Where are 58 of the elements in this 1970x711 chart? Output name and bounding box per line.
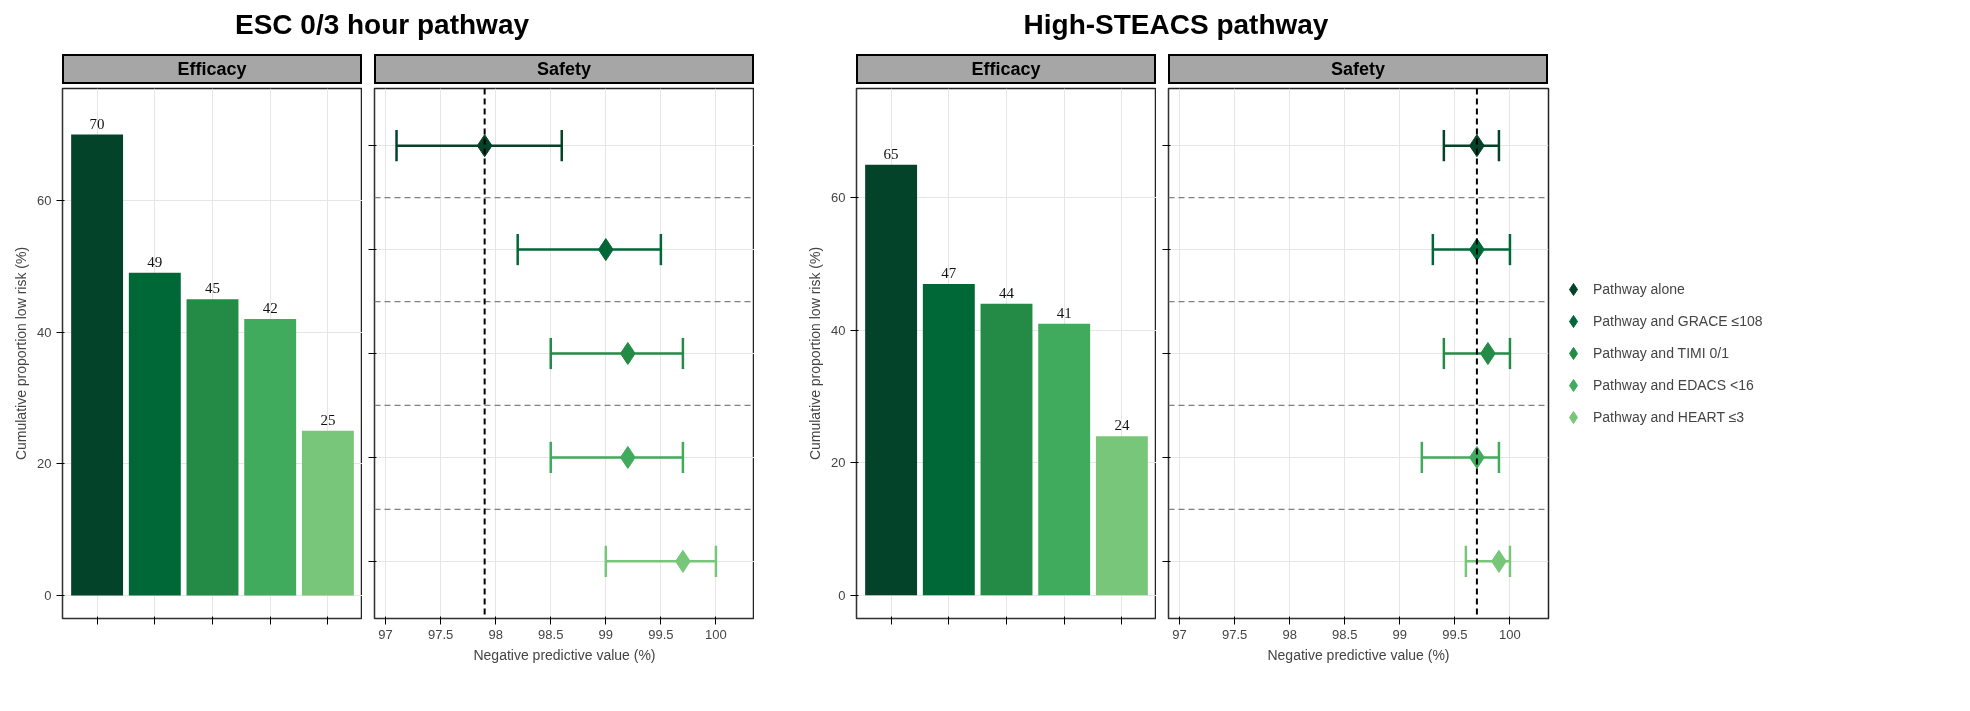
data-label: 65 xyxy=(883,145,899,162)
chart-subtitle: Efficacy xyxy=(971,58,1041,81)
data-label: 42 xyxy=(262,299,278,316)
data-label: 70 xyxy=(89,115,105,132)
chart-subtitle: Efficacy xyxy=(177,58,247,81)
x-tick-label: 97.5 xyxy=(1221,626,1248,642)
y-tick-label: 20 xyxy=(831,455,846,471)
x-tick-label: 97 xyxy=(378,626,393,642)
bar xyxy=(244,318,297,596)
x-tick-label: 97.5 xyxy=(427,626,454,642)
bar xyxy=(1095,436,1148,596)
point xyxy=(597,238,614,262)
legend-label: Pathway and TIMI 0/1 xyxy=(1593,345,1729,361)
bar xyxy=(71,134,124,596)
x-tick-label: 99 xyxy=(598,626,614,642)
y-tick-label: 20 xyxy=(37,456,52,472)
x-axis-title: Negative predictive value (%) xyxy=(473,646,656,663)
bar xyxy=(1038,323,1091,596)
x-tick-label: 98.5 xyxy=(1332,626,1358,642)
bar xyxy=(865,164,918,596)
legend-label: Pathway and HEART ≤3 xyxy=(1593,409,1745,425)
data-label: 24 xyxy=(1114,417,1130,434)
y-axis-title: Cumulative proportion low risk (%) xyxy=(13,246,30,461)
bar xyxy=(980,303,1033,596)
y-tick-label: 40 xyxy=(37,324,52,340)
x-tick-label: 99.5 xyxy=(648,626,674,642)
x-tick-label: 98 xyxy=(1282,626,1297,642)
chart-subtitle: Safety xyxy=(536,58,592,81)
legend-label: Pathway alone xyxy=(1593,281,1685,297)
x-tick-label: 98 xyxy=(488,626,503,642)
x-tick-label: 100 xyxy=(1499,626,1521,642)
data-label: 44 xyxy=(999,284,1015,301)
y-tick-label: 0 xyxy=(838,587,846,603)
y-tick-label: 60 xyxy=(37,192,52,208)
bar xyxy=(922,283,975,596)
data-label: 25 xyxy=(320,411,336,428)
legend-label: Pathway and GRACE ≤108 xyxy=(1593,313,1763,329)
bar xyxy=(301,430,354,596)
y-tick-label: 40 xyxy=(831,322,846,338)
y-axis-title: Cumulative proportion low risk (%) xyxy=(807,246,824,461)
chart-subtitle: Safety xyxy=(1330,58,1386,81)
legend-label: Pathway and EDACS <16 xyxy=(1593,377,1754,393)
data-label: 41 xyxy=(1056,304,1072,321)
data-label: 49 xyxy=(147,253,163,270)
x-tick-label: 99.5 xyxy=(1442,626,1468,642)
x-tick-label: 97 xyxy=(1172,626,1187,642)
x-tick-label: 99 xyxy=(1392,626,1408,642)
bar xyxy=(128,272,181,596)
bar xyxy=(186,299,239,596)
chart-title: High-STEACS pathway xyxy=(1023,8,1329,42)
x-axis-title: Negative predictive value (%) xyxy=(1267,646,1450,663)
data-label: 47 xyxy=(941,264,957,281)
x-tick-label: 100 xyxy=(705,626,727,642)
x-tick-label: 98.5 xyxy=(538,626,564,642)
y-tick-label: 0 xyxy=(44,587,52,603)
chart-title: ESC 0/3 hour pathway xyxy=(234,8,530,42)
data-label: 45 xyxy=(205,280,220,297)
y-tick-label: 60 xyxy=(831,190,846,206)
